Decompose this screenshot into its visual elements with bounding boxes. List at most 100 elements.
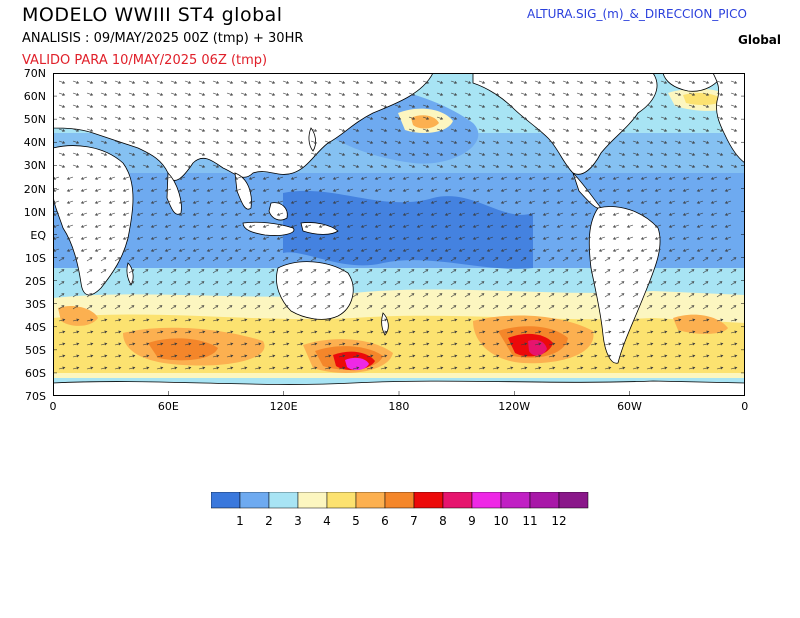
direction-arrow (156, 354, 164, 358)
direction-arrow (352, 257, 359, 262)
direction-arrow (514, 200, 522, 204)
direction-arrow (86, 104, 94, 108)
direction-arrow (422, 104, 430, 108)
direction-arrow (156, 152, 164, 156)
direction-arrow (268, 104, 276, 108)
direction-arrow (164, 188, 172, 192)
legend-swatch (529, 492, 560, 509)
south-atlantic-5m (673, 314, 728, 334)
direction-arrow (184, 104, 192, 108)
direction-arrow (58, 164, 66, 168)
direction-arrow (86, 318, 94, 322)
direction-arrow (72, 152, 80, 156)
direction-arrow (164, 212, 172, 216)
direction-arrow (332, 188, 340, 192)
direction-arrow (548, 318, 556, 322)
direction-arrow (282, 80, 290, 84)
direction-arrow (108, 212, 116, 216)
direction-arrow (724, 212, 732, 216)
direction-arrow (520, 104, 528, 108)
direction-arrow (338, 257, 345, 262)
direction-arrow (310, 305, 317, 310)
direction-arrow (380, 366, 388, 370)
direction-arrow (702, 269, 709, 274)
direction-arrow (450, 80, 458, 84)
direction-arrow (338, 116, 346, 120)
direction-arrow (500, 188, 508, 192)
direction-arrow (492, 281, 499, 286)
direction-arrow (668, 224, 676, 228)
direction-arrow (290, 248, 298, 252)
direction-arrow (380, 330, 388, 334)
direction-arrow (254, 92, 262, 96)
direction-arrow (478, 104, 486, 108)
direction-arrow (388, 248, 396, 252)
direction-arrow (660, 354, 668, 358)
direction-arrow (310, 269, 317, 274)
direction-arrow (198, 305, 205, 310)
direction-arrow (548, 152, 556, 156)
direction-arrow (142, 269, 149, 274)
direction-arrow (646, 293, 653, 298)
direction-arrow (458, 212, 466, 216)
direction-arrow (632, 164, 640, 168)
direction-arrow (100, 164, 108, 168)
direction-arrow (114, 116, 122, 120)
direction-arrow (464, 281, 471, 286)
direction-arrow (394, 164, 402, 168)
legend-level: 8 (439, 514, 447, 528)
direction-arrow (472, 188, 480, 192)
direction-arrow (80, 236, 88, 240)
direction-arrow (646, 281, 653, 286)
direction-arrow (436, 164, 444, 168)
direction-arrow (380, 281, 387, 286)
direction-arrow (248, 224, 256, 228)
direction-arrow (150, 212, 158, 216)
direction-arrow (640, 236, 648, 240)
direction-arrow (478, 269, 485, 274)
direction-arrow (268, 269, 275, 274)
direction-arrow (220, 200, 228, 204)
direction-arrow (660, 140, 668, 144)
direction-arrow (156, 140, 164, 144)
valid-time: VALIDO PARA 10/MAY/2025 06Z (tmp) (22, 53, 268, 68)
direction-arrow (240, 152, 248, 156)
direction-arrow (730, 318, 738, 322)
direction-arrow (170, 354, 178, 358)
direction-arrow (212, 305, 219, 310)
direction-arrow (164, 248, 172, 252)
direction-arrow (702, 80, 710, 84)
direction-arrow (528, 224, 536, 228)
direction-arrow (444, 200, 452, 204)
direction-arrow (366, 128, 374, 132)
direction-arrow (254, 152, 262, 156)
direction-arrow (632, 140, 640, 144)
direction-arrow (618, 164, 626, 168)
direction-arrow (716, 342, 724, 346)
direction-arrow (486, 224, 494, 228)
direction-arrow (730, 104, 738, 108)
direction-arrow (422, 257, 429, 262)
direction-arrow (464, 293, 471, 298)
direction-arrow (86, 164, 94, 168)
direction-arrow (338, 140, 346, 144)
direction-arrow (730, 269, 737, 274)
direction-arrow (408, 140, 416, 144)
direction-arrow (506, 80, 514, 84)
direction-arrow (380, 354, 388, 358)
direction-arrow (562, 128, 570, 132)
direction-arrow (668, 236, 676, 240)
direction-arrow (352, 281, 359, 286)
direction-arrow (436, 92, 444, 96)
direction-arrow (296, 128, 304, 132)
direction-arrow (702, 257, 709, 262)
direction-arrow (674, 92, 682, 96)
direction-arrow (366, 293, 373, 298)
direction-arrow (556, 212, 564, 216)
direction-arrow (632, 152, 640, 156)
direction-arrow (66, 224, 74, 228)
direction-arrow (520, 366, 528, 370)
direction-arrow (352, 269, 359, 274)
direction-arrow (730, 305, 737, 310)
lat-label: 40S (25, 321, 46, 335)
